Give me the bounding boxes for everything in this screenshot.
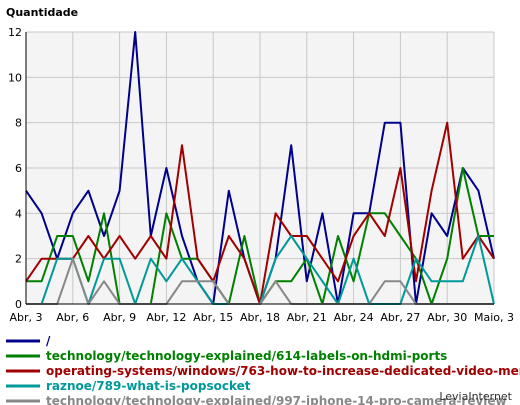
axes (25, 32, 494, 305)
y-tick-label: 2 (15, 253, 22, 266)
x-tick-label: Abr, 6 (56, 311, 89, 324)
legend-label: technology/technology-explained/997-ipho… (46, 394, 507, 405)
x-tick-label: Abr, 3 (9, 311, 42, 324)
y-tick-label: 4 (15, 207, 22, 220)
x-tick-label: Abr, 27 (380, 311, 420, 324)
x-tick-label: Abr, 24 (334, 311, 374, 324)
y-axis-title: Quantidade (6, 6, 78, 19)
x-tick-label: Abr, 9 (103, 311, 136, 324)
y-tick-label: 10 (8, 71, 22, 84)
x-tick-label: Abr, 21 (287, 311, 327, 324)
y-tick-label: 6 (15, 162, 22, 175)
y-tick-label: 0 (15, 298, 22, 311)
x-tick-label: Abr, 15 (193, 311, 233, 324)
legend-label: technology/technology-explained/614-labe… (46, 349, 447, 363)
y-tick-label: 8 (15, 117, 22, 130)
y-tick-label: 12 (8, 26, 22, 39)
legend-label: operating-systems/windows/763-how-to-inc… (46, 364, 520, 378)
y-axis-ticks: 0 2 4 6 8 10 12 (8, 26, 22, 311)
x-tick-label: Abr, 12 (146, 311, 186, 324)
x-tick-label: Abr, 30 (427, 311, 467, 324)
x-tick-label: Maio, 3 (474, 311, 514, 324)
legend-label: / (46, 334, 51, 348)
legend-label: raznoe/789-what-is-popsocket (46, 379, 251, 393)
legend: /technology/technology-explained/614-lab… (6, 334, 520, 405)
x-tick-label: Abr, 18 (240, 311, 280, 324)
x-axis-ticks: Abr, 3 Abr, 6 Abr, 9 Abr, 12 Abr, 15 Abr, 18 A… (9, 311, 514, 324)
watermark: LeviaInternet (439, 390, 512, 403)
